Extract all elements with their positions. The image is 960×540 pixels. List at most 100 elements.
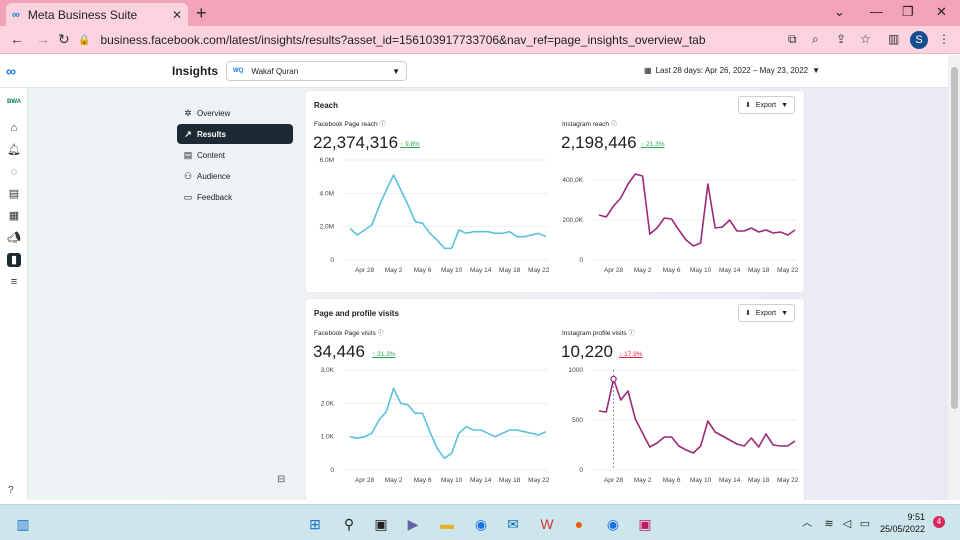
x-tick-label: May 22 <box>777 477 799 484</box>
instagram-visits-change: ↓ 17.9% <box>619 351 643 358</box>
y-tick-label: 1000 <box>569 367 584 374</box>
tray-chevron-icon[interactable]: ︿ <box>802 518 812 529</box>
download-icon: ⬇ <box>744 102 751 109</box>
x-tick-label: May 10 <box>690 267 712 274</box>
reload-icon[interactable]: ↻ <box>58 31 70 47</box>
subnav-audience[interactable]: ⚇ Audience <box>177 166 293 186</box>
url-text: business.facebook.com/latest/insights/re… <box>100 33 706 47</box>
account-logo-icon[interactable]: BWA <box>7 99 21 105</box>
notification-badge[interactable]: 4 <box>933 516 945 528</box>
x-tick-label: Apr 28 <box>355 267 375 274</box>
instagram-visits-chart[interactable]: 0 500 1000 Apr 28 May 2 May 6 May 10 May 14 May … <box>555 363 804 493</box>
forward-icon[interactable]: → <box>36 31 50 47</box>
subnav-results[interactable]: ↗ Results <box>177 124 293 144</box>
restore-icon[interactable]: ❐ <box>902 4 914 19</box>
all-tools-icon[interactable]: ≡ <box>10 276 18 288</box>
browser-tab[interactable]: ∞ Meta Business Suite ✕ <box>6 3 188 26</box>
y-tick-label: 4.0M <box>320 190 334 197</box>
planner-icon[interactable]: ▦ <box>8 210 20 222</box>
y-tick-label: 200,0K <box>562 217 583 224</box>
page-scrollbar[interactable] <box>948 55 960 500</box>
visits-export-button[interactable]: ⬇ Export ▼ <box>738 304 795 322</box>
instagram-reach-value: 2,198,446 <box>561 133 637 152</box>
search-icon[interactable]: ⚲ <box>343 516 355 532</box>
profile-avatar[interactable]: S <box>910 31 928 49</box>
close-window-icon[interactable]: ✕ <box>936 4 947 19</box>
task-view-icon[interactable]: ▣ <box>374 516 388 532</box>
chrome-profile-icon[interactable]: ◉ <box>606 516 620 532</box>
y-tick-label: 2.0M <box>320 224 334 231</box>
zoom-icon[interactable]: ⌕ <box>812 32 819 46</box>
help-icon[interactable]: ? <box>8 485 14 496</box>
share-icon[interactable]: ⇪ <box>836 32 847 46</box>
battery-icon[interactable]: ▭ <box>859 518 871 530</box>
subnav-label: Overview <box>197 108 231 118</box>
collapse-panel-icon[interactable]: ⊟ <box>277 474 286 485</box>
chat-icon[interactable]: ▶ <box>407 516 419 532</box>
info-icon: ⓘ <box>379 122 386 128</box>
content-rail-icon[interactable]: ▤ <box>8 188 20 200</box>
inbox-icon[interactable]: ◌ <box>10 166 18 178</box>
chevron-down-icon: ▼ <box>392 66 400 76</box>
subnav-content[interactable]: ▤ Content <box>177 145 293 165</box>
facebook-reach-label: Facebook Page reach ⓘ <box>314 121 386 128</box>
chevron-down-icon: ▼ <box>812 66 821 75</box>
facebook-reach-chart[interactable]: 0 2.0M 4.0M 6.0M Apr 28 May 2 May 6 May 10 May 1… <box>306 153 555 283</box>
chevron-down-icon: ▼ <box>781 101 789 109</box>
series-line <box>349 387 547 460</box>
page-selector[interactable]: WQ Wakaf Quran ▼ <box>226 61 407 81</box>
page-title: Insights <box>172 64 219 78</box>
reach-export-button[interactable]: ⬇ Export ▼ <box>738 96 795 114</box>
ads-icon[interactable]: 📣︎ <box>7 232 21 244</box>
wps-icon[interactable]: W <box>540 516 554 532</box>
new-tab-icon[interactable]: + <box>196 3 207 23</box>
series-line <box>598 173 796 247</box>
y-tick-label: 0 <box>330 257 334 264</box>
date-range-selector[interactable]: ▦ Last 28 days: Apr 26, 2022 – May 23, 2… <box>644 66 820 75</box>
wifi-icon[interactable]: ≋ <box>824 518 834 530</box>
notifications-icon[interactable]: 🔔︎ <box>7 144 21 156</box>
browser-menu-icon[interactable]: ⋮ <box>938 32 950 46</box>
scrollbar-thumb[interactable] <box>951 67 958 409</box>
insights-icon[interactable]: ▮ <box>7 253 21 267</box>
translate-icon[interactable]: ⧉ <box>788 32 797 46</box>
subnav-label: Feedback <box>197 192 233 202</box>
x-tick-label: May 18 <box>748 477 770 484</box>
series-line <box>598 378 796 454</box>
x-tick-label: Apr 28 <box>604 267 624 274</box>
volume-icon[interactable]: ◁ <box>842 518 852 530</box>
visits-card: Page and profile visits ⬇ Export ▼ Faceb… <box>306 299 804 501</box>
start-icon[interactable]: ⊞ <box>309 516 321 532</box>
firefox-icon[interactable]: ● <box>574 516 584 532</box>
x-tick-label: May 18 <box>499 477 521 484</box>
x-tick-label: May 10 <box>690 477 712 484</box>
tab-search-icon[interactable]: ⌄ <box>834 4 845 19</box>
reach-card: Reach ⬇ Export ▼ Facebook Page reach ⓘ 22… <box>306 91 804 292</box>
subnav-overview[interactable]: ✲ Overview <box>177 103 293 123</box>
subnav-feedback[interactable]: ▭ Feedback <box>177 187 293 207</box>
x-tick-label: May 2 <box>634 267 652 274</box>
system-clock[interactable]: 9:51 25/05/2022 <box>880 511 925 535</box>
page-name: Wakaf Quran <box>251 66 299 76</box>
content-icon: ▤ <box>183 149 193 160</box>
mail-icon[interactable]: ✉ <box>507 516 519 532</box>
screen-recorder-icon[interactable]: ▣ <box>638 516 652 532</box>
tab-close-icon[interactable]: ✕ <box>171 7 182 22</box>
facebook-visits-chart[interactable]: 0 1.0K 2.0K 3.0K Apr 28 May 2 May 6 May 10 May 1… <box>306 363 555 493</box>
info-icon: ⓘ <box>610 122 617 128</box>
url-field[interactable]: 🔒 business.facebook.com/latest/insights/… <box>78 29 778 51</box>
file-explorer-icon[interactable]: ▬ <box>440 516 454 532</box>
instagram-reach-chart[interactable]: 0 200,0K 400,0K Apr 28 May 2 May 6 May 10 May 1… <box>555 153 804 283</box>
chrome-icon[interactable]: ◉ <box>474 516 488 532</box>
home-icon[interactable]: ⌂ <box>10 122 18 134</box>
side-panel-icon[interactable]: ▥ <box>888 32 900 46</box>
meta-logo-icon[interactable]: ∞ <box>6 63 16 79</box>
widgets-icon[interactable]: ▥ <box>16 516 30 532</box>
back-icon[interactable]: ← <box>10 31 24 47</box>
minimize-icon[interactable]: — <box>870 4 883 19</box>
feedback-icon: ▭ <box>183 191 193 202</box>
tab-title: Meta Business Suite <box>27 7 138 22</box>
bookmark-star-icon[interactable]: ☆ <box>860 32 871 46</box>
meta-favicon-icon: ∞ <box>12 8 20 21</box>
y-tick-label: 500 <box>572 417 583 424</box>
